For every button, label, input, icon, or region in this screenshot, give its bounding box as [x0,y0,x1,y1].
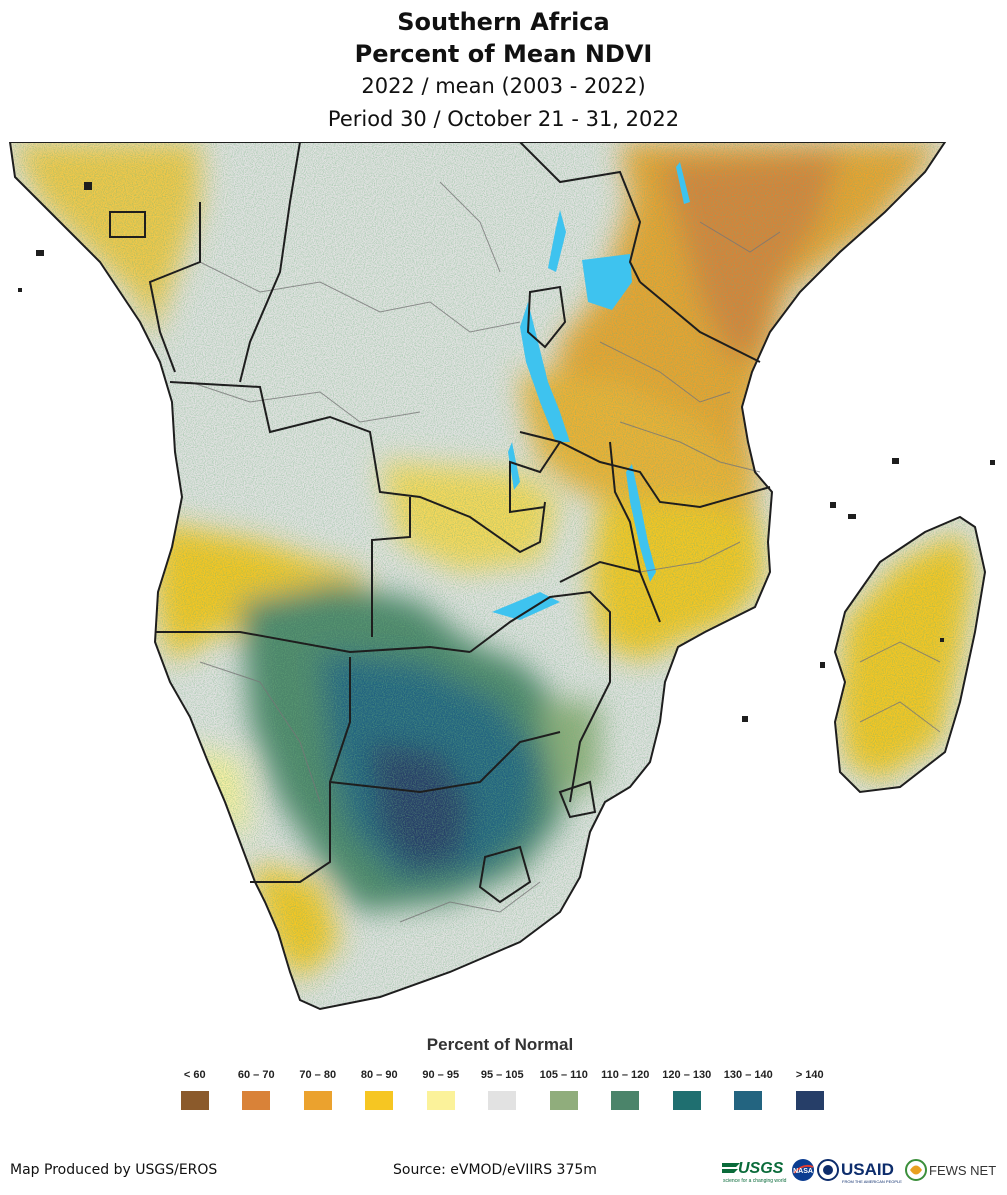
legend-item-label: 130 – 140 [723,1069,773,1081]
legend-item-label: < 60 [183,1069,206,1081]
legend: < 60 60 – 70 70 – 80 80 – 90 90 – 95 95 – 105… [164,1069,841,1110]
partner-logos: USGS science for a changing world NASA U… [722,1159,996,1184]
legend-swatch [734,1091,763,1110]
svg-text:USGS: USGS [738,1160,784,1177]
legend-item: 95 – 105 [472,1069,534,1110]
fewsnet-logo: FEWS NET [905,1159,996,1181]
data-source: Source: eVMOD/eVIIRS 375m [393,1162,597,1178]
legend-title: Percent of Normal [426,1035,574,1054]
legend-item-label: > 140 [795,1069,824,1081]
legend-swatch [795,1091,824,1110]
map-credit: Map Produced by USGS/EROS [10,1162,218,1178]
legend-item-label: 120 – 130 [662,1069,712,1081]
svg-text:FEWS NET: FEWS NET [929,1163,996,1178]
legend-item-label: 70 – 80 [299,1069,337,1081]
legend-swatch [549,1091,578,1110]
legend-item-label: 105 – 110 [539,1069,588,1081]
legend-item: 60 – 70 [226,1069,288,1110]
legend-item: < 60 [164,1069,226,1110]
legend-item: 130 – 140 [718,1069,780,1110]
svg-text:FROM THE AMERICAN PEOPLE: FROM THE AMERICAN PEOPLE [842,1179,902,1184]
legend-swatch [180,1091,209,1110]
admin-boundaries [189,181,941,923]
svg-text:USAID: USAID [841,1160,894,1179]
map-title-region: Southern Africa [397,8,610,36]
usaid-logo: USAID FROM THE AMERICAN PEOPLE [817,1159,902,1184]
ndvi-map [9,142,995,1010]
legend-item: 105 – 110 [533,1069,595,1110]
ndvi-raster [10,142,985,1009]
legend-item-label: 110 – 120 [601,1069,650,1081]
legend-item: 110 – 120 [595,1069,657,1110]
legend-item-label: 90 – 95 [422,1069,460,1081]
svg-text:science for a changing world: science for a changing world [723,1178,787,1184]
legend-item-label: 95 – 105 [480,1069,524,1081]
legend-item: 80 – 90 [349,1069,411,1110]
legend-item: 70 – 80 [287,1069,349,1110]
legend-swatch [611,1091,640,1110]
map-titles: Southern Africa Percent of Mean NDVI 202… [0,6,1007,136]
legend-swatch [303,1091,332,1110]
map-subtitle-comparison: 2022 / mean (2003 - 2022) [361,74,646,98]
islands [18,182,995,722]
svg-text:NASA: NASA [793,1168,813,1175]
map-subtitle-period: Period 30 / October 21 - 31, 2022 [327,107,680,131]
nasa-logo: NASA [792,1159,814,1181]
legend-swatch [242,1091,271,1110]
legend-swatch [672,1091,701,1110]
legend-swatch [426,1091,455,1110]
legend-item-label: 60 – 70 [237,1069,275,1081]
country-borders [9,142,987,1010]
map-title-product: Percent of Mean NDVI [354,40,653,68]
usgs-logo: USGS science for a changing world [722,1160,787,1184]
legend-item: > 140 [779,1069,841,1110]
legend-item: 120 – 130 [656,1069,718,1110]
legend-swatch [365,1091,394,1110]
legend-item: 90 – 95 [410,1069,472,1110]
legend-item-label: 80 – 90 [360,1069,398,1081]
legend-swatch [488,1091,517,1110]
